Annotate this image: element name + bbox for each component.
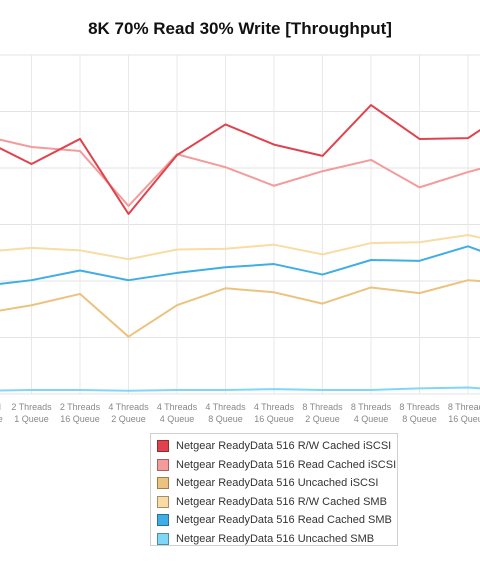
legend-item: Netgear ReadyData 516 R/W Cached iSCSI <box>157 437 397 456</box>
x-tick-label: 8 Threads 2 Queue <box>302 402 343 424</box>
legend-label: Netgear ReadyData 516 R/W Cached SMB <box>176 495 387 508</box>
legend-swatch <box>157 514 169 527</box>
gridlines <box>0 54 480 395</box>
chart-legend: Netgear ReadyData 516 R/W Cached iSCSI Ne… <box>150 433 398 546</box>
series-line-4 <box>0 233 480 261</box>
legend-swatch <box>157 477 169 490</box>
legend-swatch <box>157 495 169 508</box>
legend-item: Netgear ReadyData 516 Uncached iSCSI <box>157 474 397 493</box>
legend-item: Netgear ReadyData 516 R/W Cached SMB <box>157 493 397 512</box>
chart-title: 8K 70% Read 30% Write [Throughput] <box>88 19 392 38</box>
series-line-1 <box>0 104 480 216</box>
legend-label: Netgear ReadyData 516 Uncached iSCSI <box>176 477 379 490</box>
series-line-2 <box>0 138 480 207</box>
legend-swatch <box>157 458 169 471</box>
legend-label: Netgear ReadyData 516 Read Cached iSCSI <box>176 458 397 471</box>
series-lines <box>0 104 480 392</box>
legend-label: Netgear ReadyData 516 R/W Cached iSCSI <box>176 440 392 453</box>
legend-item: Netgear ReadyData 516 Read Cached iSCSI <box>157 456 397 475</box>
x-tick-label: 4 Threads 16 Queue <box>254 402 295 424</box>
legend-label: Netgear ReadyData 516 Uncached SMB <box>176 532 375 545</box>
series-line-6 <box>0 386 480 392</box>
legend-swatch <box>157 440 169 453</box>
x-tick-label: 4 Threads 2 Queue <box>108 402 149 424</box>
x-tick-label: 2 Threads 16 Queue <box>60 402 101 424</box>
x-tick-label: 4 Threads 8 Queue <box>205 402 246 424</box>
x-tick-label: 1 Thread16 Queue <box>0 402 3 424</box>
x-tick-label: 8 Threads 4 Queue <box>351 402 392 424</box>
legend-label: Netgear ReadyData 516 Read Cached SMB <box>176 514 392 527</box>
legend-swatch <box>157 532 169 545</box>
legend-item: Netgear ReadyData 516 Read Cached SMB <box>157 511 397 530</box>
series-line-3 <box>0 279 480 338</box>
series-line-5 <box>0 245 480 285</box>
x-tick-label: 4 Threads 4 Queue <box>157 402 198 424</box>
legend-item: Netgear ReadyData 516 Uncached SMB <box>157 530 397 549</box>
x-tick-label: 2 Threads 1 Queue <box>11 402 52 424</box>
x-tick-label: 8 Threads 8 Queue <box>399 402 440 424</box>
